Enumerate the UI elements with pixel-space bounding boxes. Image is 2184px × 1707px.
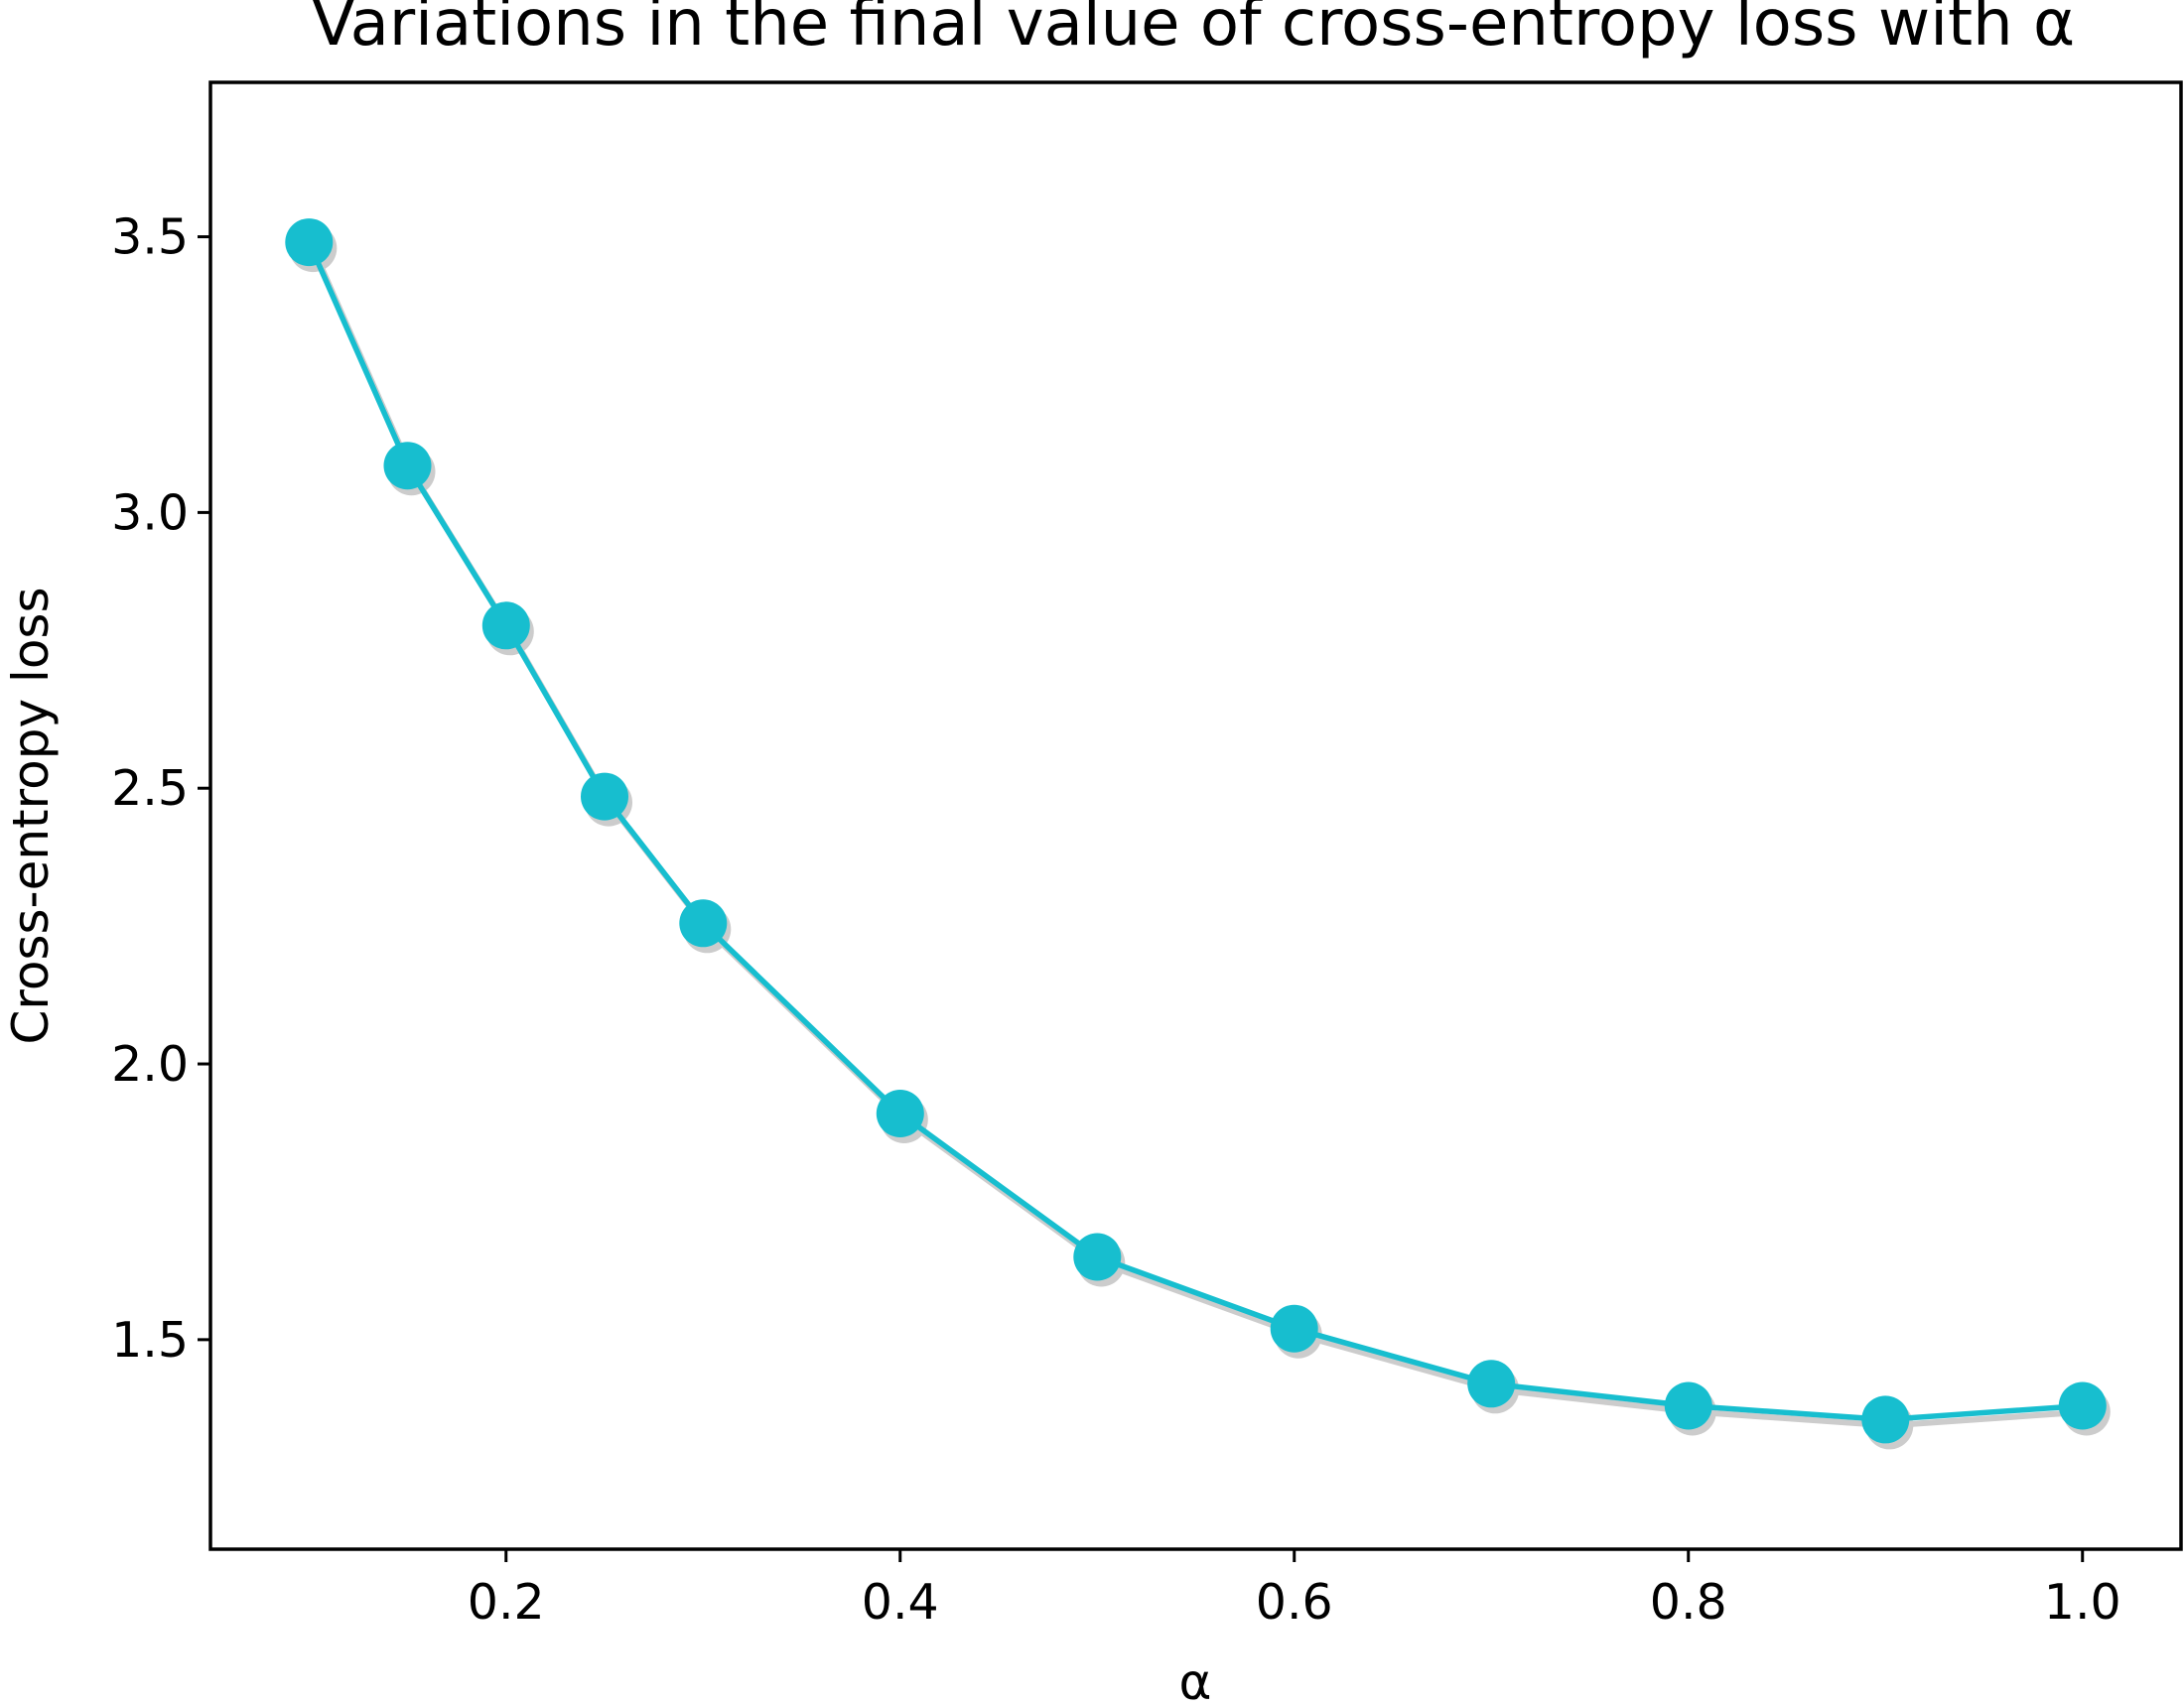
plot-area: [285, 218, 2111, 1450]
data-point: [1664, 1381, 1712, 1430]
data-point: [383, 442, 432, 490]
y-axis-label: Cross-entropy loss: [2, 587, 60, 1044]
series-line-layer: [306, 239, 2086, 1423]
series-marker-layer: [285, 218, 2107, 1444]
data-point: [581, 772, 628, 821]
y-axis-ticks: 1.5 2.0 2.5 3.0 3.5: [111, 209, 210, 1369]
series-line: [306, 239, 2086, 1423]
y-tick-label: 2.0: [111, 1036, 189, 1093]
data-point: [679, 899, 728, 948]
x-tick-label: 1.0: [2044, 1574, 2121, 1631]
data-point: [1073, 1233, 1122, 1281]
x-tick-label: 0.8: [1650, 1574, 1727, 1631]
chart-title: Variations in the final value of cross-e…: [312, 0, 2075, 61]
x-axis-ticks: 0.2 0.4 0.6 0.8 1.0: [468, 1549, 2121, 1631]
data-point: [1467, 1360, 1516, 1408]
data-point: [1270, 1304, 1318, 1353]
x-tick-label: 0.4: [862, 1574, 939, 1631]
x-axis-label: α: [1179, 1653, 1212, 1707]
data-point: [1861, 1395, 1910, 1444]
y-tick-label: 2.5: [111, 760, 189, 817]
x-tick-label: 0.2: [468, 1574, 545, 1631]
data-point: [876, 1090, 924, 1137]
axes-frame: [208, 80, 2183, 1551]
y-tick-label: 3.0: [111, 484, 189, 541]
y-tick-label: 1.5: [111, 1312, 189, 1369]
data-point: [481, 601, 530, 650]
y-tick-label: 3.5: [111, 209, 189, 266]
x-tick-label: 0.6: [1256, 1574, 1333, 1631]
data-point: [2058, 1381, 2107, 1430]
data-point: [285, 218, 334, 267]
